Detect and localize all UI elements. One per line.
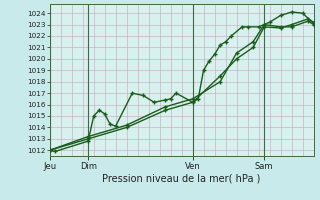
X-axis label: Pression niveau de la mer( hPa ): Pression niveau de la mer( hPa ) <box>102 173 261 183</box>
